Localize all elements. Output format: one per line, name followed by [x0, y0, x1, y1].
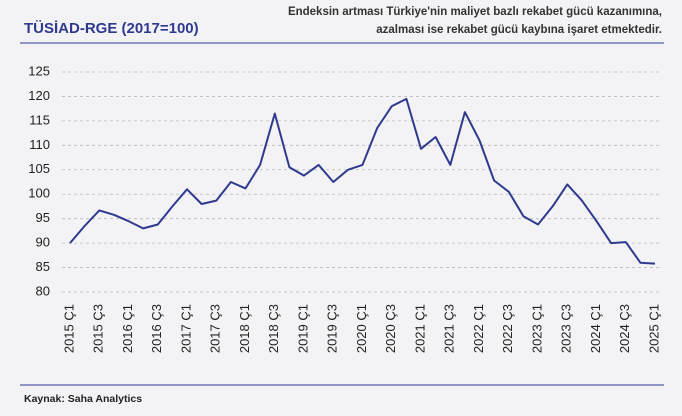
- y-tick-label: 85: [36, 259, 50, 274]
- x-tick-label: 2025 Ç1: [646, 304, 661, 353]
- x-tick-label: 2016 Ç1: [120, 304, 135, 353]
- y-tick-label: 115: [29, 112, 50, 127]
- y-tick-label: 80: [36, 283, 50, 298]
- x-tick-label: 2023 Ç3: [559, 304, 574, 353]
- data-line: [69, 97, 656, 265]
- x-tick-label: 2021 Ç3: [442, 304, 457, 353]
- x-tick-label: 2017 Ç3: [208, 304, 223, 353]
- x-tick-label: 2020 Ç3: [383, 304, 398, 353]
- y-tick-label: 110: [29, 137, 50, 152]
- x-tick-label: 2022 Ç1: [471, 304, 486, 353]
- subtitle: azalması ise rekabet gücü kaybına işaret…: [376, 24, 662, 36]
- x-tick-label: 2023 Ç1: [529, 304, 544, 353]
- subtitle: Endeksin artması Türkiye'nin maliyet baz…: [288, 6, 662, 18]
- x-tick-label: 2017 Ç1: [178, 304, 193, 353]
- x-tick-label: 2022 Ç3: [500, 304, 515, 353]
- y-tick-label: 120: [28, 88, 50, 103]
- y-tick-label: 125: [28, 63, 50, 78]
- source: Kaynak: Saha Analytics: [24, 393, 142, 405]
- y-tick-label: 100: [28, 186, 50, 201]
- chart-title: TÜSİAD-RGE (2017=100): [24, 20, 199, 37]
- x-tick-label: 2019 Ç1: [295, 304, 310, 353]
- x-tick-label: 2018 Ç1: [237, 304, 252, 353]
- y-tick-label: 90: [36, 235, 50, 250]
- x-tick-label: 2024 Ç1: [588, 304, 603, 353]
- x-tick-label: 2016 Ç3: [149, 304, 164, 353]
- x-tick-label: 2024 Ç3: [617, 304, 632, 353]
- x-tick-label: 2015 Ç1: [61, 304, 76, 353]
- y-tick-label: 105: [28, 161, 50, 176]
- x-tick-label: 2018 Ç3: [266, 304, 281, 353]
- y-tick-label: 95: [36, 210, 50, 225]
- x-tick-label: 2015 Ç3: [91, 304, 106, 353]
- x-tick-label: 2019 Ç3: [325, 304, 340, 353]
- x-tick-label: 2020 Ç1: [354, 304, 369, 353]
- x-tick-label: 2021 Ç1: [412, 304, 427, 353]
